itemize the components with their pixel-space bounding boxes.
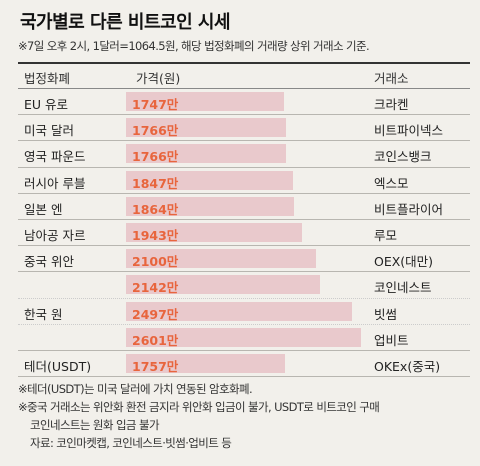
price-bar [126,144,286,164]
chart-subtitle: ※7일 오후 2시, 1달러=1064.5원, 해당 법정화폐의 거래량 상위 … [18,39,370,53]
price-label: 1757만 [132,358,179,374]
price-bar [126,222,302,242]
row-currency: 미국 달러 [24,123,74,139]
footnote-china: ※중국 거래소는 위안화 환전 금지라 위안화 입금이 불가, USDT로 비트… [18,400,380,414]
row-exchange: OEX(대만) [374,254,434,270]
price-label: 2601만 [132,332,179,348]
table-row: 러시아 루블 1847만 엑스모 [18,168,470,194]
table-row: EU 유로 1747만 크라켄 [18,89,470,116]
table-row: 남아공 자르 1943만 루모 [18,220,470,247]
price-bar [126,249,316,269]
price-label: 2142만 [132,280,179,296]
row-currency: 러시아 루블 [24,175,86,191]
table-row: 미국 달러 1766만 비트파이넥스 [18,115,470,142]
row-exchange: 비트파이넥스 [374,123,444,139]
footnote-tether: ※테더(USDT)는 미국 달러에 가치 연동된 암호화폐. [18,382,253,396]
table-row: 2601만 업비트 [18,325,470,351]
chart-title: 국가별로 다른 비트코인 시세 [20,12,231,33]
price-label: 2497만 [132,306,179,322]
table-row: 테더(USDT) 1757만 OKEx(중국) [18,351,470,378]
row-exchange: OKEx(중국) [374,358,441,374]
table-row: 중국 위안 2100만 OEX(대만) [18,246,470,273]
row-currency: EU 유로 [24,97,69,112]
table-row: 2142만 코인네스트 [18,272,470,299]
price-label: 1766만 [132,149,179,165]
row-currency: 중국 위안 [24,254,74,270]
table-header: 법정화폐 가격(원) 거래소 [18,62,470,89]
row-currency: 영국 파운드 [24,149,86,165]
row-exchange: 업비트 [374,332,409,348]
row-exchange: 비트플라이어 [374,201,444,217]
row-currency: 남아공 자르 [24,227,86,243]
row-exchange: 코인스뱅크 [374,149,432,165]
source-credit: 자료: 코인마켓캡, 코인네스트·빗썸·업비트 등 [30,436,232,450]
header-price: 가격(원) [136,71,181,86]
table-row: 일본 엔 1864만 비트플라이어 [18,194,470,220]
header-currency: 법정화폐 [24,71,71,86]
table-row: 한국 원 2497만 빗썸 [18,299,470,325]
row-currency: 한국 원 [24,306,63,322]
row-exchange: 크라켄 [374,97,409,112]
price-bar [126,196,295,216]
row-exchange: 루모 [374,227,398,243]
price-bar [126,275,320,295]
table-row: 영국 파운드 1766만 코인스뱅크 [18,141,470,168]
row-currency: 일본 엔 [24,201,63,217]
footnotes: ※테더(USDT)는 미국 달러에 가치 연동된 암호화폐. ※중국 거래소는 … [18,380,380,452]
row-exchange: 엑스모 [374,175,409,191]
price-label: 1747만 [132,97,179,112]
row-exchange: 코인네스트 [374,280,432,296]
price-bar [126,327,362,347]
price-table: 법정화폐 가격(원) 거래소 EU 유로 1747만 크라켄 미국 달러 1766만 비트… [18,62,470,378]
header-exchange: 거래소 [374,71,409,86]
price-bar [126,301,352,321]
price-bar [126,118,286,138]
price-label: 1864만 [132,201,179,217]
price-label: 2100만 [132,254,179,270]
price-bar [126,92,284,111]
price-label: 1766만 [132,123,179,139]
row-currency: 테더(USDT) [24,358,92,374]
price-bar [126,353,285,373]
row-exchange: 빗썸 [374,306,398,322]
price-label: 1847만 [132,175,179,191]
price-bar [126,170,293,190]
price-label: 1943만 [132,227,179,243]
footnote-coinnest: 코인네스트는 원화 입금 불가 [30,418,160,432]
